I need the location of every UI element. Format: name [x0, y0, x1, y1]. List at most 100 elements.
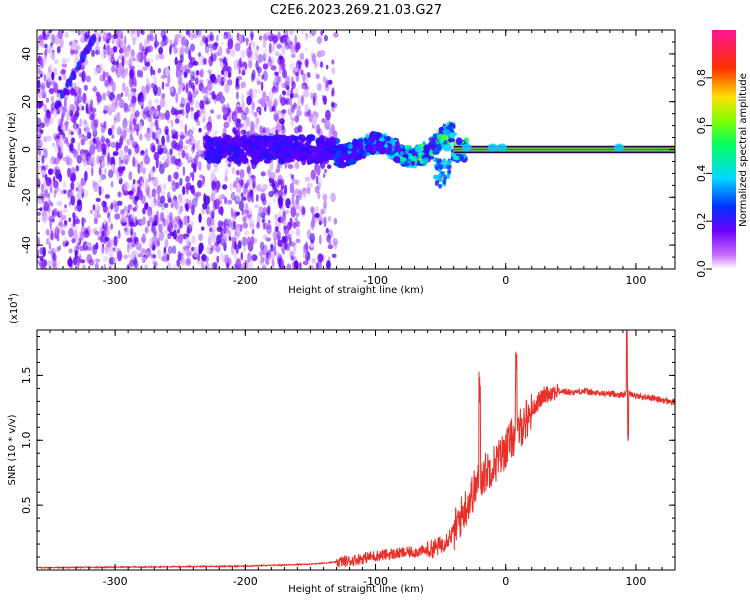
- spectrogram-cell: [273, 88, 279, 94]
- spectrogram-cell: [140, 219, 145, 226]
- spectrogram-cell: [111, 124, 115, 131]
- spectrogram-cell: [328, 239, 332, 246]
- spectrogram-cell: [93, 217, 98, 225]
- spectrogram-cell: [121, 72, 127, 79]
- spectrogram-cell: [265, 31, 271, 37]
- spectrogram-cell: [256, 221, 260, 229]
- spectrogram-cell: [199, 79, 204, 84]
- spectrogram-cell: [283, 81, 290, 89]
- spectrogram-cell: [430, 144, 436, 151]
- spectrogram-cell: [72, 105, 76, 114]
- spectrogram-cell: [231, 153, 237, 162]
- spectrogram-cell: [78, 133, 82, 140]
- spectrogram-cell: [185, 83, 189, 94]
- spectrogram-cell: [90, 99, 94, 110]
- spectrogram-cell: [235, 91, 239, 100]
- spectrogram-cell: [124, 46, 130, 58]
- spectrogram-cell: [330, 101, 335, 108]
- spectrogram-cell: [83, 229, 90, 238]
- spectrogram-cell: [366, 146, 373, 152]
- spectrogram-cell: [68, 217, 72, 223]
- spectrogram-cell: [137, 185, 141, 194]
- spectrogram-cell: [243, 119, 249, 130]
- spectrogram-band: [453, 149, 675, 150]
- spectrogram-cell: [80, 138, 85, 146]
- spectrogram-cell: [197, 248, 203, 255]
- spectrogram-cell: [394, 144, 402, 152]
- spectrogram-cell: [133, 260, 139, 269]
- spectrogram-cell: [71, 40, 78, 51]
- spectrogram-cell: [235, 193, 242, 203]
- spectrogram-cell: [70, 131, 74, 136]
- spectrogram-cell: [154, 98, 160, 104]
- spectrogram-cell: [194, 192, 199, 202]
- spectrogram-cell: [138, 92, 144, 103]
- spectrogram-cell: [209, 216, 215, 226]
- spectrogram-cell: [206, 246, 211, 254]
- spectrogram-cell: [94, 127, 97, 136]
- spectrogram-cell: [84, 170, 88, 182]
- spectrogram-cell: [281, 202, 285, 213]
- spectrogram-cell: [189, 43, 196, 52]
- spectrogram-cell: [252, 179, 256, 189]
- spectrogram-cell: [274, 125, 279, 130]
- spectrogram-cell: [81, 30, 85, 37]
- snr-xtick-label: -100: [363, 575, 388, 588]
- spectrogram-cell: [134, 143, 140, 154]
- spectrogram-cell: [250, 120, 255, 132]
- spectrogram-cell: [240, 149, 245, 157]
- spectrogram-cell: [48, 168, 53, 175]
- spectrogram-cell: [310, 169, 316, 180]
- spectrogram-cell: [319, 61, 324, 68]
- spectrogram-cell: [53, 108, 58, 119]
- spectrogram-cell: [144, 148, 149, 158]
- spectrogram-cell: [291, 193, 295, 205]
- spectrogram-cell: [116, 93, 122, 101]
- spectrogram-cell: [44, 43, 48, 49]
- spectrogram-cell: [220, 154, 228, 159]
- spectrogram-cell: [277, 157, 286, 165]
- spectrogram-cell: [272, 126, 277, 133]
- spectrogram-cell: [197, 149, 203, 156]
- spectrogram-cell: [442, 143, 453, 152]
- spectrogram-cell: [139, 133, 143, 141]
- spectrogram-cell: [58, 245, 62, 251]
- spectrogram-cell: [111, 163, 115, 172]
- spectrogram-cell: [157, 141, 161, 151]
- spectrogram-cell: [387, 143, 393, 152]
- spectrogram-cell: [204, 125, 208, 130]
- spectrogram-cell: [167, 232, 172, 240]
- spectrogram-cell: [280, 96, 287, 106]
- spectrogram-cell: [150, 106, 157, 116]
- spectrogram-cell: [93, 181, 99, 193]
- spectrogram-cell: [265, 141, 274, 148]
- spectrogram-cell: [92, 227, 98, 234]
- spectrogram-cell: [208, 144, 213, 153]
- spectrogram-cell: [93, 66, 99, 76]
- spectrogram-cell: [273, 110, 279, 121]
- spectrogram-cell: [403, 161, 411, 167]
- spectrogram-cell: [132, 36, 136, 46]
- spectrogram-cell: [86, 75, 91, 83]
- spectrogram-cell: [438, 126, 443, 133]
- spectrogram-cell: [97, 236, 101, 241]
- spectrogram-cell: [108, 216, 111, 224]
- spectrogram-cell: [144, 226, 148, 233]
- spectrogram-cell: [312, 95, 316, 103]
- spectrogram-cell: [150, 253, 154, 259]
- chart-title: C2E6.2023.269.21.03.G27: [270, 3, 442, 18]
- spectrogram-cell: [262, 223, 266, 230]
- spectrogram-cell: [165, 209, 170, 214]
- spectrogram-cell: [37, 66, 41, 75]
- spectrogram-cell: [193, 111, 199, 120]
- spectrogram-cell: [144, 61, 151, 67]
- spectrogram-cell: [223, 70, 229, 78]
- spectrogram-cell: [105, 225, 111, 237]
- spectrogram-cell: [177, 209, 182, 215]
- spectrogram-cell: [196, 120, 201, 126]
- spectrogram-cell: [94, 230, 101, 236]
- spectrogram-cell: [191, 92, 197, 99]
- spectrogram-cell: [72, 216, 76, 227]
- spectrogram-cell: [221, 55, 225, 60]
- spectrogram-cell: [106, 241, 111, 248]
